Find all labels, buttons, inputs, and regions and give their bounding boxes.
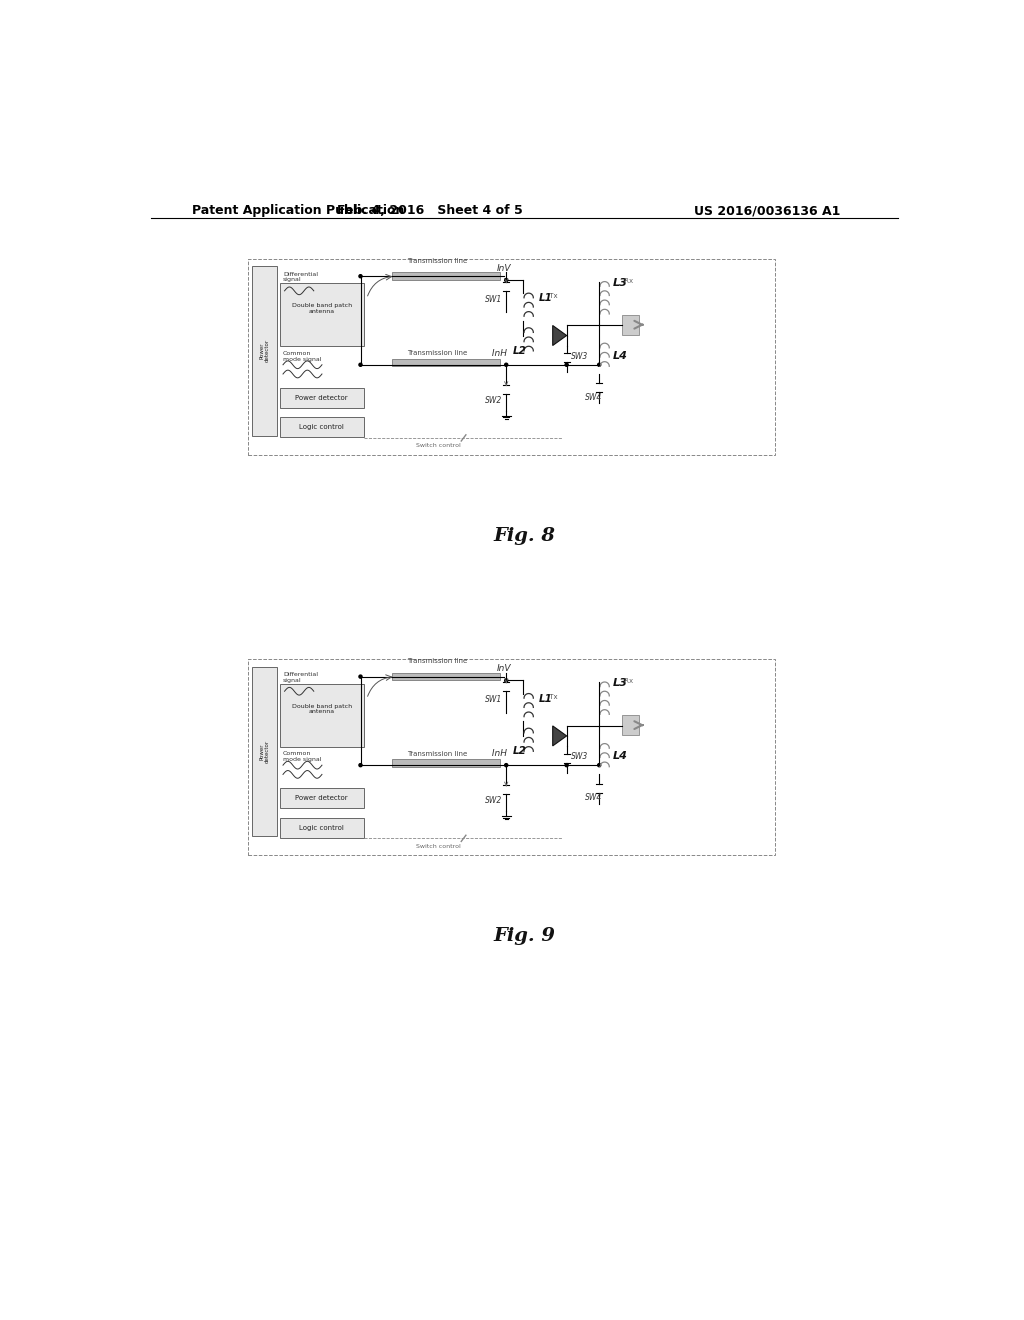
Circle shape <box>505 678 508 682</box>
Text: Double band patch
antenna: Double band patch antenna <box>292 304 352 314</box>
Text: SW4: SW4 <box>586 793 602 803</box>
Text: Logic control: Logic control <box>299 424 344 430</box>
Text: InH: InH <box>489 348 507 358</box>
Text: Transmission line: Transmission line <box>407 659 467 664</box>
Text: Logic control: Logic control <box>299 825 344 830</box>
Text: SW3: SW3 <box>571 352 589 360</box>
Circle shape <box>359 675 362 678</box>
Circle shape <box>598 363 601 367</box>
Circle shape <box>359 275 362 277</box>
Text: Power
detector: Power detector <box>259 739 269 763</box>
FancyBboxPatch shape <box>391 759 500 767</box>
FancyBboxPatch shape <box>391 673 500 681</box>
Circle shape <box>598 763 601 767</box>
FancyBboxPatch shape <box>622 314 639 335</box>
Circle shape <box>359 763 362 767</box>
Text: SW1: SW1 <box>485 696 503 704</box>
Text: Rx: Rx <box>623 678 634 684</box>
FancyBboxPatch shape <box>280 284 364 346</box>
Text: L1: L1 <box>539 293 553 304</box>
FancyBboxPatch shape <box>622 715 639 735</box>
Text: Switch control: Switch control <box>416 444 461 447</box>
Text: L3: L3 <box>613 277 628 288</box>
Text: Switch control: Switch control <box>416 843 461 849</box>
FancyBboxPatch shape <box>280 788 364 808</box>
Text: Transmission line: Transmission line <box>407 257 467 264</box>
Text: SW2: SW2 <box>485 396 503 405</box>
FancyBboxPatch shape <box>280 684 364 747</box>
Text: SW2: SW2 <box>485 796 503 805</box>
Text: L4: L4 <box>613 351 628 360</box>
Polygon shape <box>553 726 566 746</box>
Text: L2: L2 <box>513 346 527 355</box>
FancyBboxPatch shape <box>280 817 364 838</box>
Text: L4: L4 <box>613 751 628 762</box>
Circle shape <box>505 763 508 767</box>
Text: Power detector: Power detector <box>296 395 348 401</box>
Text: Power
detector: Power detector <box>259 339 269 363</box>
Text: Common
mode signal: Common mode signal <box>283 751 322 762</box>
Text: Transmission line: Transmission line <box>407 751 467 756</box>
FancyBboxPatch shape <box>280 417 364 437</box>
Text: Tx: Tx <box>547 293 558 300</box>
FancyBboxPatch shape <box>391 272 500 280</box>
Text: Patent Application Publication: Patent Application Publication <box>191 205 403 218</box>
Text: Double band patch
antenna: Double band patch antenna <box>292 704 352 714</box>
FancyBboxPatch shape <box>280 388 364 408</box>
Text: Differential
signal: Differential signal <box>283 272 318 282</box>
Text: InV: InV <box>497 264 511 273</box>
Text: US 2016/0036136 A1: US 2016/0036136 A1 <box>693 205 840 218</box>
Text: SW4: SW4 <box>586 392 602 401</box>
Text: InV: InV <box>497 664 511 673</box>
Circle shape <box>359 363 362 367</box>
FancyBboxPatch shape <box>252 267 276 436</box>
Circle shape <box>565 763 568 767</box>
Text: Fig. 8: Fig. 8 <box>494 527 556 545</box>
Text: Rx: Rx <box>623 277 634 284</box>
Text: Transmission line: Transmission line <box>407 350 467 356</box>
Text: L2: L2 <box>513 746 527 756</box>
Text: Feb. 4, 2016   Sheet 4 of 5: Feb. 4, 2016 Sheet 4 of 5 <box>337 205 523 218</box>
Text: Common
mode signal: Common mode signal <box>283 351 322 362</box>
Text: Differential
signal: Differential signal <box>283 672 318 682</box>
Text: SW1: SW1 <box>485 294 503 304</box>
FancyBboxPatch shape <box>252 667 276 836</box>
Circle shape <box>565 363 568 367</box>
Circle shape <box>505 279 508 281</box>
Text: L3: L3 <box>613 678 628 688</box>
Text: Tx: Tx <box>547 693 558 700</box>
Text: SW3: SW3 <box>571 752 589 762</box>
Circle shape <box>505 363 508 367</box>
Text: L1: L1 <box>539 693 553 704</box>
Text: InH: InH <box>489 750 507 758</box>
FancyBboxPatch shape <box>391 359 500 367</box>
Text: Fig. 9: Fig. 9 <box>494 927 556 945</box>
Polygon shape <box>553 326 566 346</box>
Text: Power detector: Power detector <box>296 795 348 801</box>
